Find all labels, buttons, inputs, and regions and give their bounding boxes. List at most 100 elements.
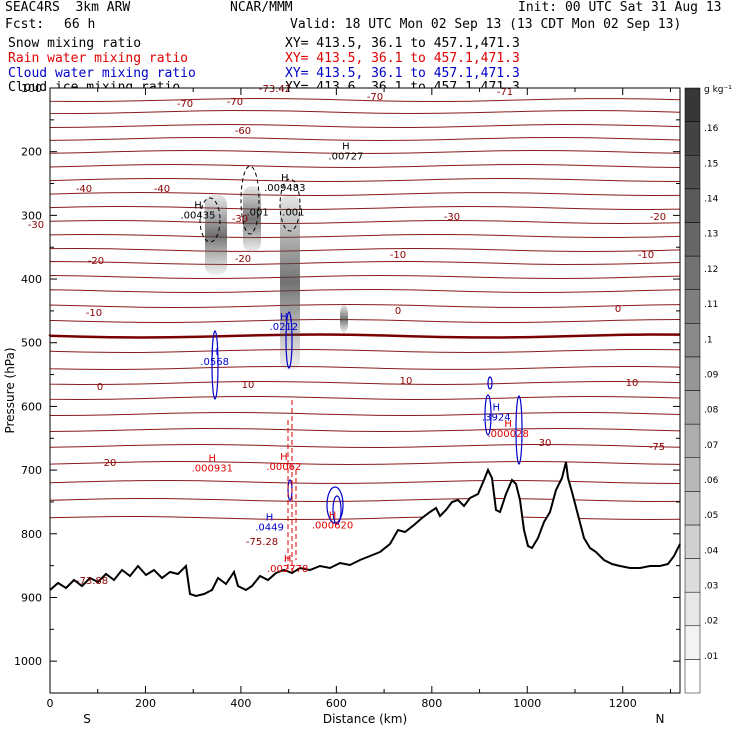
isotherm-label: -70 bbox=[367, 92, 383, 103]
cloud-water-contour bbox=[332, 495, 342, 525]
maximum-marker: H bbox=[280, 452, 288, 463]
colorbar-tick-label: .15 bbox=[704, 159, 718, 169]
maximum-marker: H bbox=[492, 402, 500, 413]
isotherm-label: -20 bbox=[650, 212, 666, 223]
isotherm-label: -30 bbox=[444, 212, 460, 223]
colorbar-swatch bbox=[684, 255, 701, 290]
y-tick-label: 200 bbox=[21, 146, 42, 159]
colorbar-swatch bbox=[684, 457, 701, 492]
colorbar-swatch bbox=[684, 423, 701, 458]
isotherm-line bbox=[49, 247, 681, 253]
isotherm-label: 10 bbox=[242, 380, 255, 391]
x-tick-label: 400 bbox=[230, 697, 251, 710]
isotherm-label: -71 bbox=[497, 87, 513, 98]
maximum-value-label: .001 bbox=[246, 207, 268, 218]
y-tick-label: 1000 bbox=[14, 655, 42, 668]
y-tick-label: 900 bbox=[21, 591, 42, 604]
init-time: Init: 00 UTC Sat 31 Aug 13 bbox=[518, 0, 722, 15]
colorbar-tick-label: .05 bbox=[704, 511, 718, 521]
isotherm-label: -73.88 bbox=[76, 576, 108, 587]
isotherm-label: -40 bbox=[76, 184, 92, 195]
isotherm-label: -10 bbox=[86, 308, 102, 319]
isotherm-line bbox=[49, 191, 681, 197]
snow-contour bbox=[240, 165, 260, 235]
isotherm-line bbox=[49, 303, 681, 309]
isotherm-label: 20 bbox=[104, 458, 117, 469]
terrain-line bbox=[49, 461, 681, 598]
maximum-marker: H bbox=[281, 173, 289, 184]
isotherm-line bbox=[49, 123, 681, 129]
isotherm-label: 0 bbox=[395, 306, 401, 317]
isotherm-line bbox=[49, 348, 681, 354]
y-tick-label: 600 bbox=[21, 400, 42, 413]
isotherm-line bbox=[49, 109, 681, 115]
cloud-water-contour bbox=[211, 330, 219, 400]
isotherm-line bbox=[49, 219, 681, 225]
y-tick-label: 100 bbox=[21, 82, 42, 95]
isotherm-line bbox=[49, 427, 681, 433]
colorbar-swatch bbox=[684, 222, 701, 257]
maximum-value-label: .00435 bbox=[180, 211, 215, 222]
maximum-marker: H bbox=[504, 419, 512, 430]
colorbar-tick-label: .03 bbox=[704, 581, 718, 591]
isotherm-line bbox=[49, 460, 681, 466]
forecast-hour: 66 h bbox=[64, 17, 96, 32]
maximum-value-label: .00062 bbox=[266, 462, 301, 473]
isotherm-label: -20 bbox=[235, 254, 251, 265]
isotherm-line bbox=[49, 233, 681, 239]
maximum-marker: H bbox=[209, 453, 217, 464]
model-title: SEAC4RS 3km ARW bbox=[5, 0, 131, 15]
colorbar-tick-label: .14 bbox=[704, 195, 719, 205]
isotherm-line bbox=[49, 380, 681, 386]
isotherm-label: -10 bbox=[390, 250, 406, 261]
isotherm-line bbox=[49, 274, 681, 280]
x-tick-label: 600 bbox=[326, 697, 347, 710]
maximum-marker: H bbox=[211, 347, 219, 358]
colorbar-swatch bbox=[684, 289, 701, 324]
maximum-value-label: .0212 bbox=[270, 322, 299, 333]
isotherm-label: 10 bbox=[400, 376, 413, 387]
isotherm-line bbox=[49, 260, 681, 266]
colorbar-tick-label: .13 bbox=[704, 230, 718, 240]
y-tick-label: 800 bbox=[21, 528, 42, 541]
isotherm-line bbox=[49, 443, 681, 449]
isotherm-line bbox=[49, 205, 681, 211]
colorbar-swatch bbox=[684, 558, 701, 593]
isotherm-label: -40 bbox=[154, 184, 170, 195]
field-xy-snow: XY= 413.5, 36.1 to 457.1,471.3 bbox=[285, 36, 520, 51]
maximum-value-label: .000931 bbox=[192, 463, 233, 474]
field-xy-cloud-water: XY= 413.5, 36.1 to 457.1,471.3 bbox=[285, 66, 520, 81]
isotherm-line bbox=[49, 97, 681, 103]
isotherm-line bbox=[49, 395, 681, 401]
x-tick-label: 1200 bbox=[609, 697, 637, 710]
isotherm-line bbox=[49, 365, 681, 371]
colorbar-tick-label: .16 bbox=[704, 124, 719, 134]
maximum-marker: H bbox=[194, 201, 202, 212]
colorbar-tick-label: .07 bbox=[704, 441, 718, 451]
field-name-cloud-water: Cloud water mixing ratio bbox=[8, 66, 196, 81]
colorbar-tick-label: .1 bbox=[704, 335, 713, 345]
isotherm-line bbox=[48, 333, 681, 339]
x-tick-label: 200 bbox=[135, 697, 156, 710]
maximum-marker: H bbox=[280, 312, 288, 323]
north-end-label: N bbox=[656, 712, 665, 726]
cloud-water-contour bbox=[487, 376, 493, 390]
colorbar-tick-label: .11 bbox=[704, 300, 718, 310]
maximum-value-label: .3924 bbox=[482, 412, 511, 423]
cloud-water-contour bbox=[326, 486, 344, 524]
cloud-water-contour bbox=[515, 395, 523, 465]
isotherm-line bbox=[49, 163, 681, 169]
colorbar-swatch bbox=[684, 323, 701, 358]
colorbar-unit: g kg⁻¹ bbox=[704, 85, 732, 95]
colorbar-tick-label: .06 bbox=[704, 476, 719, 486]
y-tick-label: 500 bbox=[21, 337, 42, 350]
maximum-value-label: .00727 bbox=[328, 151, 363, 162]
isotherm-line bbox=[49, 136, 681, 142]
colorbar-swatch bbox=[684, 390, 701, 425]
isotherm-line bbox=[49, 177, 681, 183]
field-name-rain: Rain water mixing ratio bbox=[8, 51, 189, 66]
isotherm-line bbox=[49, 411, 681, 417]
field-name-snow: Snow mixing ratio bbox=[8, 36, 142, 51]
colorbar-tick-label: .09 bbox=[704, 370, 719, 380]
colorbar-swatch bbox=[684, 121, 701, 156]
